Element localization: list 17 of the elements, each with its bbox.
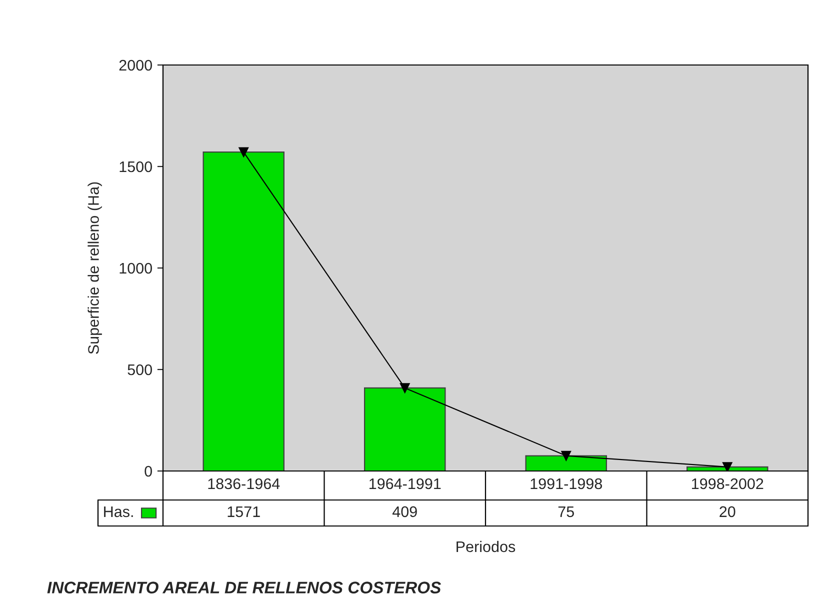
y-tick-label: 1000 bbox=[120, 262, 152, 274]
text: INCREMENTO AREAL DE RELLENOS COSTEROS bbox=[47, 582, 442, 594]
x-tick-label: 1991-1998 bbox=[530, 478, 602, 490]
y-tick-label: 1500 bbox=[120, 161, 152, 172]
x-tick-label: 1964-1991 bbox=[370, 478, 441, 490]
y-tick-label: 500 bbox=[128, 364, 152, 376]
text: Has. bbox=[104, 506, 133, 518]
data-label: 75 bbox=[558, 506, 574, 518]
y-tick-label: 0 bbox=[144, 466, 152, 477]
x-tick-label: 1836-1964 bbox=[208, 478, 280, 490]
x-axis-title: Periodos bbox=[456, 540, 516, 552]
y-axis-title: Superficie de relleno (Ha) bbox=[88, 182, 102, 354]
data-label: 409 bbox=[392, 506, 417, 518]
x-tick-label: 1998-2002 bbox=[692, 478, 764, 490]
data-label: 1571 bbox=[228, 506, 260, 518]
y-tick-label: 2000 bbox=[119, 60, 152, 71]
data-label: 20 bbox=[720, 506, 736, 518]
